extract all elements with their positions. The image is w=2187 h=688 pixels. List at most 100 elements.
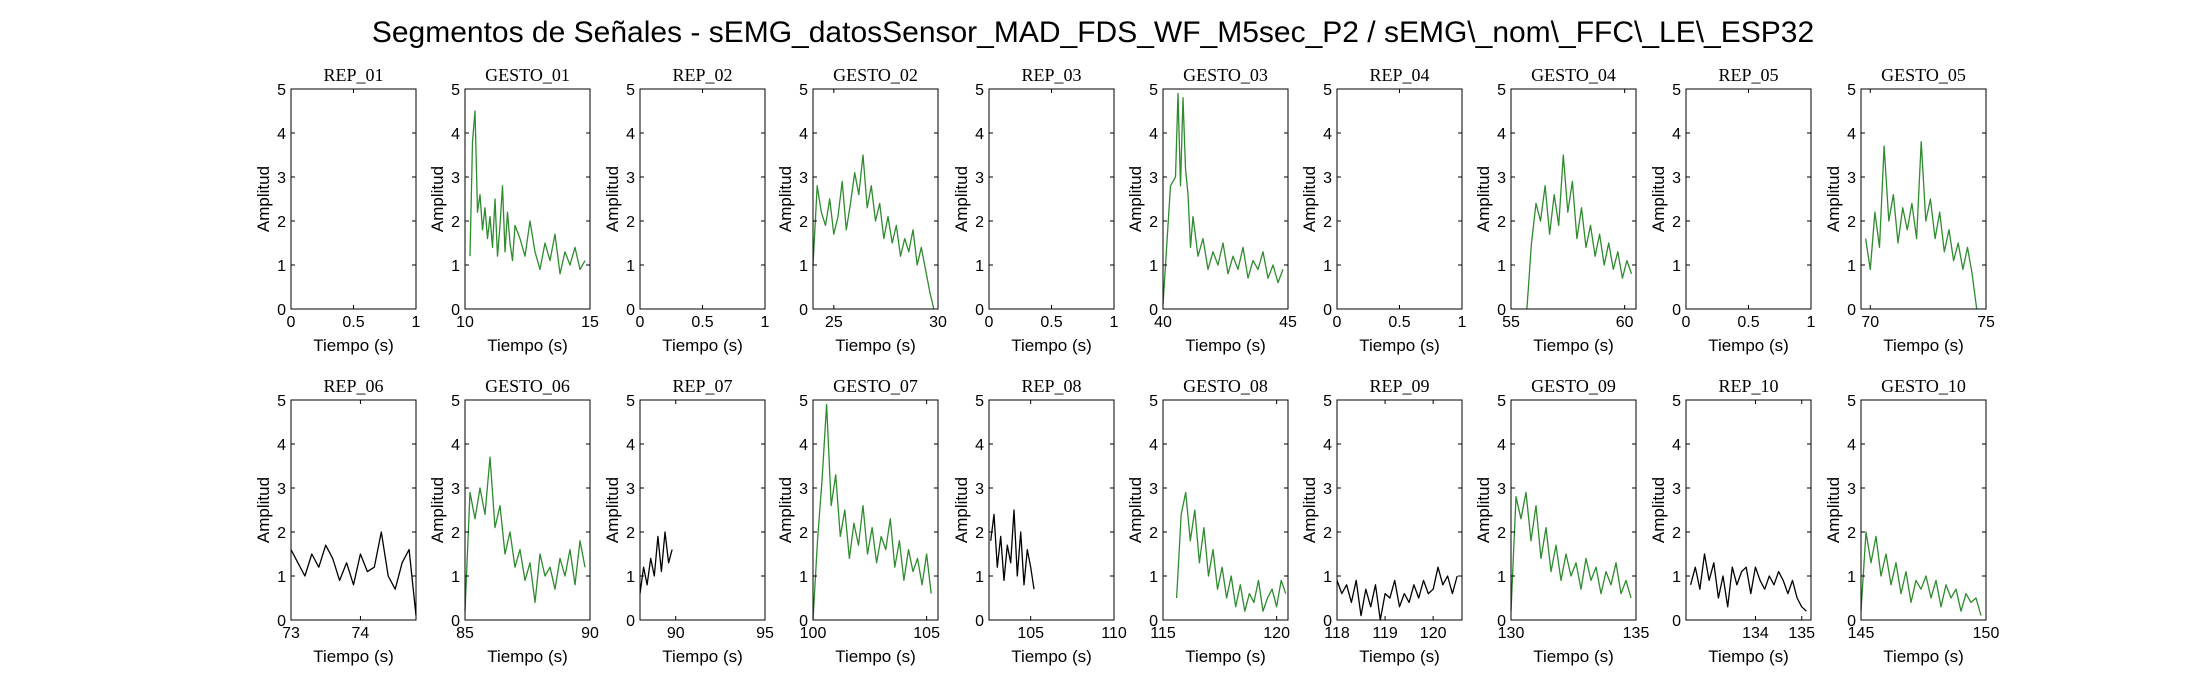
y-tick-label: 3 xyxy=(451,170,460,187)
x-axis-label: Tiempo (s) xyxy=(313,647,394,666)
y-tick-label: 0 xyxy=(1149,613,1158,630)
x-tick-label: 73 xyxy=(282,625,300,642)
y-tick-label: 5 xyxy=(451,393,460,410)
y-tick-label: 5 xyxy=(626,82,635,99)
subplot-title: REP_10 xyxy=(1718,376,1778,396)
y-tick-label: 2 xyxy=(1323,214,1332,231)
x-tick-label: 70 xyxy=(1861,314,1879,331)
y-tick-label: 2 xyxy=(1323,525,1332,542)
y-tick-label: 1 xyxy=(451,569,460,586)
y-axis-label: Amplitud xyxy=(1649,166,1668,232)
y-axis-label: Amplitud xyxy=(952,477,971,543)
y-tick-label: 1 xyxy=(1672,258,1681,275)
y-axis-label: Amplitud xyxy=(254,477,273,543)
y-tick-label: 0 xyxy=(1149,302,1158,319)
y-tick-label: 1 xyxy=(799,569,808,586)
series-line xyxy=(1336,566,1458,621)
y-tick-label: 2 xyxy=(1497,525,1506,542)
x-tick-label: 0 xyxy=(1333,314,1342,331)
subplot-gesto-08: 0 1 2 3 4 5 115 120 GESTO_08 Tiempo (s) Amplitud xyxy=(1126,376,1290,666)
y-tick-label: 3 xyxy=(1323,170,1332,187)
y-tick-label: 4 xyxy=(1323,126,1332,143)
y-tick-label: 4 xyxy=(451,126,460,143)
subplot-gesto-02: 0 1 2 3 4 5 25 30 GESTO_02 Tiempo (s) Amplitud xyxy=(776,65,947,355)
subplot-gesto-06: 0 1 2 3 4 5 85 90 GESTO_06 Tiempo (s) Amplitud xyxy=(428,376,599,666)
y-tick-label: 4 xyxy=(1323,437,1332,454)
y-axis-label: Amplitud xyxy=(1824,477,1843,543)
y-tick-label: 4 xyxy=(1149,126,1158,143)
y-tick-label: 1 xyxy=(1149,258,1158,275)
axes-frame xyxy=(639,399,766,621)
x-axis-label: Tiempo (s) xyxy=(1011,336,1092,355)
y-tick-label: 3 xyxy=(1323,481,1332,498)
y-tick-label: 4 xyxy=(277,437,286,454)
y-axis-label: Amplitud xyxy=(1126,166,1145,232)
y-tick-label: 3 xyxy=(799,481,808,498)
axes-frame xyxy=(1162,399,1289,621)
x-axis-label: Tiempo (s) xyxy=(1359,336,1440,355)
subplot-title: GESTO_01 xyxy=(485,65,570,85)
y-tick-label: 3 xyxy=(277,170,286,187)
subplot-rep-07: 0 1 2 3 4 5 90 95 REP_07 Tiempo (s) Amplitud xyxy=(603,376,774,666)
series-line xyxy=(1860,531,1982,616)
x-tick-label: 0.5 xyxy=(1388,314,1410,331)
y-tick-label: 4 xyxy=(1497,437,1506,454)
x-tick-label: 135 xyxy=(1788,625,1815,642)
subplot-title: GESTO_10 xyxy=(1881,376,1966,396)
y-tick-label: 0 xyxy=(799,613,808,630)
y-tick-label: 0 xyxy=(1847,613,1856,630)
y-axis-label: Amplitud xyxy=(1649,477,1668,543)
series-line xyxy=(812,403,932,621)
x-axis-label: Tiempo (s) xyxy=(1185,647,1266,666)
y-tick-label: 3 xyxy=(1497,170,1506,187)
y-tick-label: 5 xyxy=(975,82,984,99)
series-line xyxy=(1162,92,1284,305)
x-axis-label: Tiempo (s) xyxy=(1533,647,1614,666)
axes-frame xyxy=(1860,88,1987,310)
x-tick-label: 145 xyxy=(1848,625,1875,642)
x-tick-label: 1 xyxy=(761,314,770,331)
y-axis-label: Amplitud xyxy=(1824,166,1843,232)
y-tick-label: 5 xyxy=(277,393,286,410)
x-tick-label: 25 xyxy=(825,314,843,331)
x-axis-label: Tiempo (s) xyxy=(313,336,394,355)
y-tick-label: 4 xyxy=(975,126,984,143)
subplot-title: REP_09 xyxy=(1369,376,1429,396)
y-tick-label: 2 xyxy=(975,525,984,542)
axes-frame xyxy=(639,88,766,310)
x-tick-label: 75 xyxy=(1977,314,1995,331)
y-tick-label: 2 xyxy=(277,214,286,231)
y-tick-label: 2 xyxy=(1149,525,1158,542)
x-tick-label: 55 xyxy=(1502,314,1520,331)
x-axis-label: Tiempo (s) xyxy=(662,647,743,666)
x-tick-label: 150 xyxy=(1973,625,2000,642)
y-tick-label: 2 xyxy=(1672,525,1681,542)
y-tick-label: 5 xyxy=(277,82,286,99)
axes-frame xyxy=(1162,88,1289,310)
x-tick-label: 90 xyxy=(667,625,685,642)
x-tick-label: 0.5 xyxy=(1737,314,1759,331)
series-line xyxy=(1689,553,1807,612)
subplot-title: REP_01 xyxy=(323,65,383,85)
y-tick-label: 1 xyxy=(975,258,984,275)
x-tick-label: 15 xyxy=(581,314,599,331)
y-tick-label: 4 xyxy=(1672,437,1681,454)
y-tick-label: 1 xyxy=(1672,569,1681,586)
x-tick-label: 95 xyxy=(756,625,774,642)
y-tick-label: 2 xyxy=(1847,214,1856,231)
x-axis-label: Tiempo (s) xyxy=(835,647,916,666)
x-tick-label: 60 xyxy=(1616,314,1634,331)
subplot-title: REP_08 xyxy=(1021,376,1081,396)
y-tick-label: 0 xyxy=(1323,302,1332,319)
y-tick-label: 5 xyxy=(1847,393,1856,410)
subplot-title: GESTO_05 xyxy=(1881,65,1966,85)
x-tick-label: 0.5 xyxy=(1040,314,1062,331)
y-tick-label: 4 xyxy=(1497,126,1506,143)
subplot-gesto-09: 0 1 2 3 4 5 130 135 GESTO_09 Tiempo (s) Amplitud xyxy=(1474,376,1649,666)
x-tick-label: 135 xyxy=(1623,625,1650,642)
y-tick-label: 4 xyxy=(626,437,635,454)
x-tick-label: 120 xyxy=(1420,625,1447,642)
